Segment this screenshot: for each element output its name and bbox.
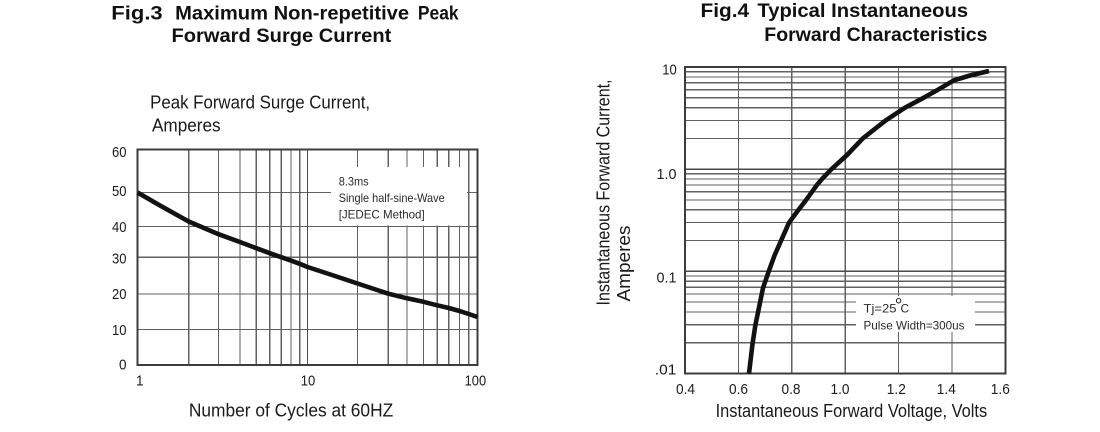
svg-text:Fig.3: Fig.3 [111, 3, 163, 25]
svg-text:1.4: 1.4 [937, 381, 956, 398]
svg-text:0.6: 0.6 [729, 381, 748, 398]
svg-text:Pulse Width=300us: Pulse Width=300us [864, 318, 965, 332]
svg-text:Peak Forward Surge Current,: Peak Forward Surge Current, [150, 92, 370, 113]
svg-text:Forward Surge Current: Forward Surge Current [172, 25, 392, 47]
svg-text:Fig.4: Fig.4 [701, 0, 750, 22]
svg-text:8.3ms: 8.3ms [339, 174, 369, 188]
svg-text:Tj=25: Tj=25 [864, 302, 897, 316]
svg-text:Amperes: Amperes [613, 226, 634, 302]
svg-text:Forward Characteristics: Forward Characteristics [764, 24, 987, 46]
svg-text:0.4: 0.4 [676, 381, 695, 398]
svg-text:50: 50 [112, 183, 127, 200]
svg-text:20: 20 [112, 286, 127, 303]
svg-text:Instantaneous Forward Voltage,: Instantaneous Forward Voltage, Volts [716, 400, 988, 421]
svg-text:10: 10 [112, 322, 127, 339]
svg-text:10: 10 [662, 62, 677, 79]
svg-text:.01: .01 [655, 362, 677, 379]
svg-text:1.2: 1.2 [887, 381, 906, 398]
svg-text:40: 40 [112, 219, 127, 236]
svg-text:Amperes: Amperes [152, 115, 221, 136]
svg-text:C: C [901, 302, 910, 316]
svg-text:30: 30 [112, 251, 127, 268]
svg-text:[JEDEC Method]: [JEDEC Method] [339, 207, 425, 221]
svg-text:10: 10 [301, 372, 316, 389]
svg-text:60: 60 [112, 144, 127, 161]
svg-text:Maximum Non-repetitive: Maximum Non-repetitive [175, 3, 409, 25]
svg-text:Number of Cycles at 60HZ: Number of Cycles at 60HZ [189, 400, 393, 421]
svg-text:Typical Instantaneous: Typical Instantaneous [757, 0, 968, 22]
svg-text:100: 100 [465, 372, 487, 389]
svg-text:1.0: 1.0 [831, 381, 850, 398]
svg-text:0: 0 [119, 356, 127, 373]
svg-text:0.8: 0.8 [782, 381, 801, 398]
svg-text:Single half-sine-Wave: Single half-sine-Wave [339, 191, 445, 205]
svg-text:Peak: Peak [418, 3, 459, 25]
svg-text:1: 1 [136, 372, 144, 389]
svg-text:Instantaneous Forward Current,: Instantaneous Forward Current, [593, 80, 614, 306]
svg-text:1.6: 1.6 [991, 381, 1010, 398]
svg-text:0.1: 0.1 [657, 270, 677, 287]
svg-text:1.0: 1.0 [657, 166, 677, 183]
